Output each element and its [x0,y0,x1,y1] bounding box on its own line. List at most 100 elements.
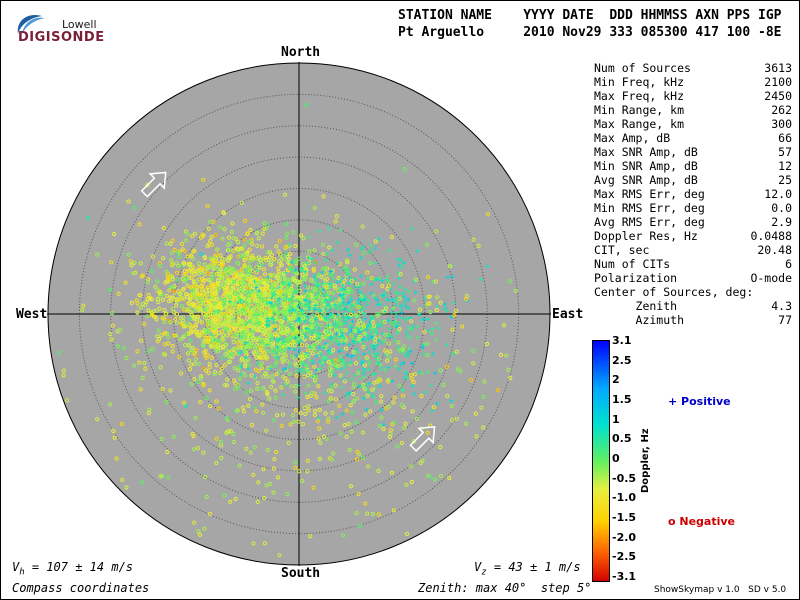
source-point [196,379,201,385]
source-point [239,200,244,205]
source-point [316,384,321,389]
source-point [312,307,317,312]
source-point [377,335,382,340]
source-point [274,450,279,455]
source-point [263,257,268,263]
source-point [279,330,285,335]
source-point [358,297,363,302]
source-point [321,194,326,199]
source-point [238,376,243,381]
source-point [413,277,418,282]
source-point [183,238,188,243]
source-point [330,384,335,389]
source-point [352,373,357,378]
source-point [306,404,311,409]
source-point [216,406,221,411]
source-point [174,320,180,325]
source-point [247,293,252,298]
source-point [239,267,244,272]
source-point [396,347,401,352]
source-point [341,292,346,297]
source-point [214,256,219,261]
source-point [305,315,310,320]
source-point [369,326,374,331]
source-point [376,512,381,517]
source-point [301,236,306,241]
source-point [216,309,221,314]
source-point [208,219,213,224]
source-point [287,329,292,334]
source-point [338,228,343,233]
source-point [362,297,367,302]
source-point [190,288,196,293]
source-point [327,226,332,231]
source-point [213,370,218,375]
source-point [392,290,397,295]
source-point [345,260,350,265]
source-point [295,322,300,327]
source-point [374,400,379,405]
source-point [318,440,323,445]
source-point [174,261,179,266]
source-point [349,278,354,284]
source-point [318,332,323,337]
source-point [309,256,314,261]
legend-negative: o Negative [668,515,736,528]
source-point [307,289,312,294]
source-point [328,335,333,340]
motion-arrow-icon [140,171,167,198]
source-point [379,318,384,323]
source-point [271,292,276,297]
source-point [295,298,300,303]
source-point [183,332,188,337]
source-point [355,300,360,305]
source-point [347,331,352,336]
source-point [327,315,332,320]
source-point [351,391,356,397]
source-point [420,371,425,376]
source-point [268,326,273,331]
source-point [192,377,197,382]
source-point [360,224,365,229]
source-point [282,276,287,281]
source-point [142,322,147,327]
source-point [138,387,143,392]
source-point [126,199,131,204]
source-point [400,265,405,270]
source-point [158,264,163,269]
source-point [420,345,425,350]
stat-row: Zenith 4.3 [594,299,792,313]
source-point [367,249,373,254]
source-point [285,326,290,331]
source-point [290,265,295,270]
source-point [380,278,385,283]
source-point [312,273,317,278]
source-point [331,370,336,375]
source-point [250,242,255,247]
source-point [430,326,435,331]
source-point [432,477,437,482]
source-point [219,261,224,266]
source-point [362,311,367,316]
source-point [341,341,346,346]
source-point [257,280,262,285]
source-point [223,316,228,321]
source-point [255,352,261,357]
source-point [378,399,383,404]
source-point [262,541,267,546]
source-point [305,348,311,353]
source-point [159,437,164,442]
source-point [300,478,305,483]
source-point [208,314,213,319]
source-point [233,381,238,386]
source-point [165,449,170,455]
source-point [250,268,255,273]
source-point [320,270,325,275]
source-point [214,297,219,302]
source-point [198,269,203,274]
source-point [340,366,345,371]
source-point [287,306,292,311]
source-point [222,271,227,276]
source-point [454,416,459,421]
source-point [306,408,311,413]
